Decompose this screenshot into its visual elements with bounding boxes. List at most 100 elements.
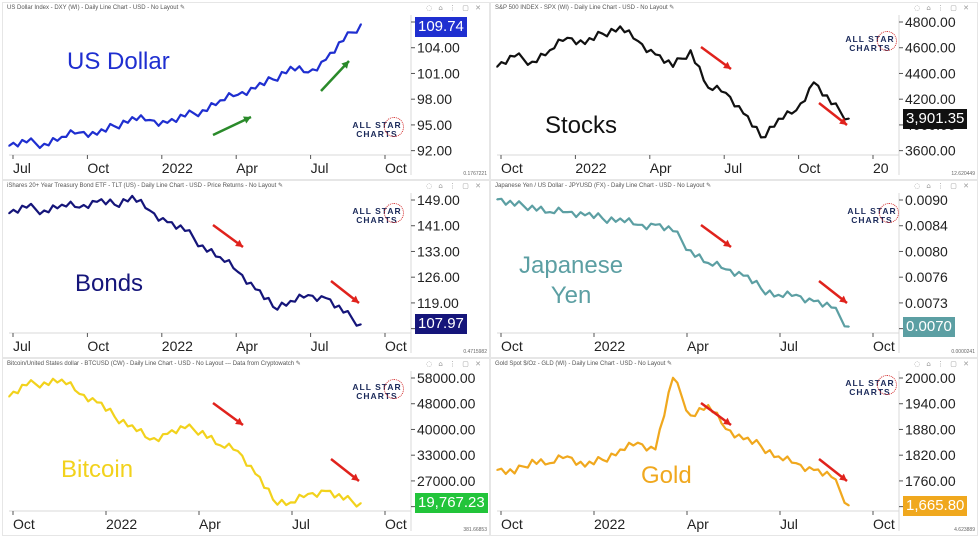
y-tick-label: 0.0073 [905,295,948,311]
panel-tools-icons[interactable]: ◌ ⌂ ⋮ ▢ ✕ [914,360,971,368]
y-tick-label: 4800.00 [905,14,956,30]
corner-scale-value: 4.623889 [954,527,975,533]
all-star-charts-logo: ALL STAR CHARTS [841,31,899,69]
chart-svg: 149.00141.00133.00126.00119.00112.00JulO… [8,192,460,354]
chart-panel-jpy: Japanese Yen / US Dollar - JPYUSD (FX) -… [490,180,978,358]
data-point [25,206,28,209]
data-point [325,297,327,299]
series-line-usd [8,23,362,149]
data-point [254,473,257,475]
x-tick-label: Oct [873,338,895,354]
logo-dots-icon [877,375,897,395]
data-point [513,472,516,475]
data-point [8,145,10,147]
logo-line2: CHARTS [356,129,398,139]
chart-big-label: Stocks [545,112,618,139]
corner-scale-value: 381.66853 [463,527,487,533]
data-point [113,125,116,128]
data-point [742,274,745,277]
y-tick-label: 141.00 [417,218,460,234]
data-point [725,92,727,94]
y-tick-label: 4600.00 [905,40,956,56]
data-point [760,136,762,139]
data-point [584,214,586,217]
data-point [166,221,169,223]
data-point [637,441,639,444]
last-value-badge: 19,767.23 [415,493,488,513]
y-tick-label: 48000.00 [417,396,476,412]
data-point [166,433,169,435]
chart-header: Bitcoin/United States dollar - BTCUSD (C… [7,361,301,367]
corner-scale-value: 0.4715982 [463,349,487,355]
data-point [43,143,45,145]
x-tick-label: Apr [687,338,709,354]
trend-arrow-head [839,473,847,481]
data-point [360,323,362,326]
data-point [584,43,586,45]
data-point [689,414,692,417]
data-point [601,459,604,461]
data-point [549,211,551,213]
x-tick-label: 2022 [162,160,193,176]
last-value-badge: 107.97 [415,314,467,335]
panel-tools-icons[interactable]: ◌ ⌂ ⋮ ▢ ✕ [914,4,971,12]
chart-header: Japanese Yen / US Dollar - JPYUSD (FX) -… [495,183,712,189]
trend-arrow-head [243,116,251,124]
y-tick-label: 3600.00 [905,143,956,159]
x-tick-label: Apr [650,160,672,176]
data-point [496,198,498,201]
data-point [637,224,639,226]
y-tick-label: 4200.00 [905,91,956,107]
logo-dots-icon [384,379,404,399]
data-point [219,256,221,258]
y-tick-label: 1820.00 [905,447,956,463]
panel-tools-icons[interactable]: ◌ ⌂ ⋮ ▢ ✕ [426,360,483,368]
data-point [289,501,292,504]
chart-big-label: Bitcoin [61,456,134,483]
panel-tools-icons[interactable]: ◌ ⌂ ⋮ ▢ ✕ [914,182,971,190]
trend-arrow-head [235,239,243,247]
data-point [184,115,186,118]
logo-line1: ALL STAR [352,382,402,392]
data-point [131,424,133,427]
chart-header: US Dollar Index - DXY (WI) - Daily Line … [7,5,185,11]
data-point [601,217,604,220]
data-point [760,445,762,447]
data-point [237,271,239,273]
data-point [777,117,780,120]
data-point [201,430,204,432]
chart-big-label: Gold [641,462,692,489]
data-point [795,462,797,464]
panel-tools-icons[interactable]: ◌ ⌂ ⋮ ▢ ✕ [426,4,483,12]
data-point [219,99,221,102]
data-point [830,103,833,105]
chart-panel-usd: US Dollar Index - DXY (WI) - Daily Line … [2,2,490,180]
last-value-badge: 3,901.35 [903,108,968,129]
y-tick-label: 126.00 [417,269,460,285]
x-tick-label: Apr [199,516,221,532]
data-point [113,415,116,418]
data-point [584,465,586,468]
x-tick-label: Apr [236,160,258,176]
data-point [61,136,63,138]
data-point [307,493,310,495]
data-point [848,325,850,328]
logo-line1: ALL STAR [352,120,402,130]
data-point [689,249,692,252]
chart-svg: 0.00900.00840.00800.00760.00730.0070Oct2… [496,192,948,354]
panel-tools-icons[interactable]: ◌ ⌂ ⋮ ▢ ✕ [426,182,483,190]
data-point [96,401,98,404]
x-tick-label: Oct [501,338,523,354]
chart-panel-spx: S&P 500 INDEX - SPX (WI) - Daily Line Ch… [490,2,978,180]
chart-big-label: US Dollar [67,48,170,75]
x-tick-label: Jul [780,338,798,354]
y-tick-label: 149.00 [417,192,460,208]
data-point [131,116,133,118]
trend-arrow-head [723,417,731,425]
all-star-charts-logo: ALL STAR CHARTS [348,117,406,155]
chart-big-label: Bonds [75,270,144,297]
data-point [78,393,81,395]
data-point [342,498,345,501]
trend-arrow-head [839,295,847,303]
y-tick-label: 0.0080 [905,243,948,259]
